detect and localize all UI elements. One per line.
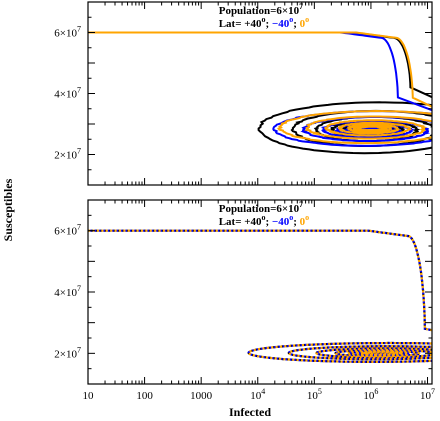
y-tick-label: 4×107: [54, 86, 81, 101]
x-axis-label: Infected: [229, 405, 271, 419]
latitude-annotation: Lat= +40o; −40o; 0o: [219, 15, 309, 30]
series-line-2: [88, 229, 432, 363]
x-tick-label: 107: [420, 387, 435, 402]
y-tick-label: 2×107: [54, 345, 81, 360]
y-tick-label: 4×107: [54, 284, 81, 299]
y-axis-label: Susceptibles: [1, 178, 15, 241]
x-tick-label: 100: [136, 390, 153, 402]
x-tick-label: 106: [363, 387, 378, 402]
x-tick-label: 104: [250, 387, 265, 402]
population-annotation: Population=6×107: [219, 200, 303, 215]
latitude-annotation: Lat= +40o; −40o; 0o: [219, 213, 309, 228]
x-tick-label: 1000: [190, 390, 213, 402]
y-tick-label: 2×107: [54, 147, 81, 162]
curves: [88, 31, 432, 155]
y-tick-label: 6×107: [54, 223, 81, 238]
curves: [88, 229, 432, 363]
population-annotation: Population=6×107: [219, 2, 303, 17]
series-line-2: [88, 31, 432, 145]
y-tick-label: 6×107: [54, 25, 81, 40]
x-tick-label: 105: [307, 387, 322, 402]
x-tick-label: 10: [83, 390, 95, 402]
